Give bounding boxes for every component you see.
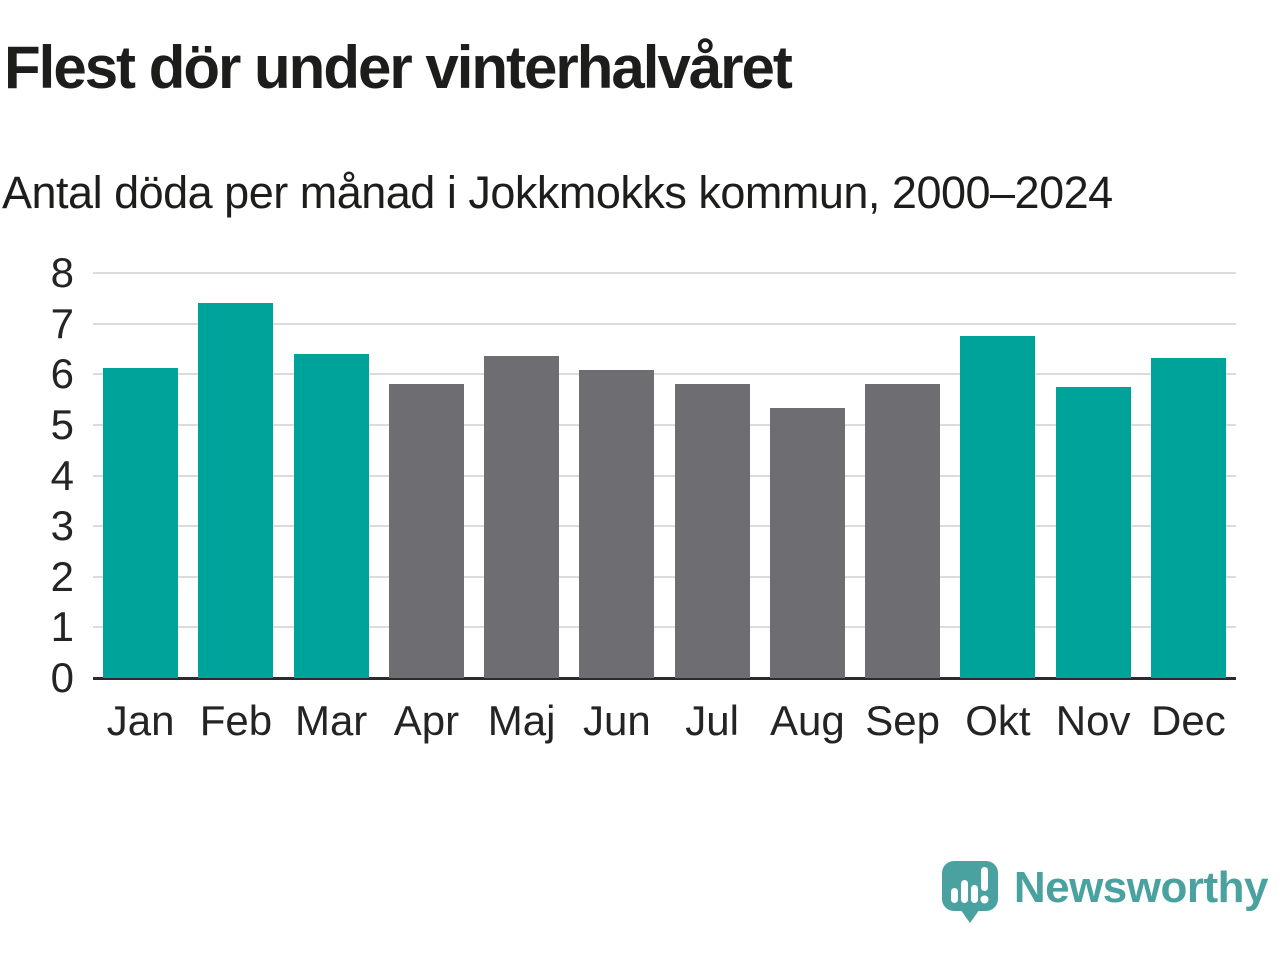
chart-title: Flest dör under vinterhalvåret bbox=[4, 34, 793, 101]
bar-maj bbox=[484, 356, 560, 678]
x-axis-label-jul: Jul bbox=[685, 697, 739, 744]
x-axis-label-nov: Nov bbox=[1055, 697, 1131, 744]
x-axis-label-feb: Feb bbox=[199, 697, 273, 744]
gridline bbox=[93, 575, 1236, 578]
gridline bbox=[93, 373, 1236, 376]
x-axis-label-dec: Dec bbox=[1151, 697, 1226, 744]
gridline bbox=[93, 322, 1236, 325]
x-axis: Jan Feb Mar Apr Maj Jun Jul Aug Sep Okt Nov Dec bbox=[93, 700, 1236, 760]
brand-name: Newsworthy bbox=[1013, 863, 1269, 912]
y-axis-tick-label: 0 bbox=[50, 654, 74, 701]
bar-jan bbox=[103, 368, 179, 678]
x-axis-label-maj: Maj bbox=[487, 697, 556, 744]
x-axis-label-aug: Aug bbox=[770, 697, 845, 744]
bar-mar bbox=[293, 353, 369, 678]
bar-sep bbox=[865, 383, 941, 678]
logo-bubble-shape bbox=[941, 861, 998, 923]
y-axis-tick-label: 1 bbox=[50, 603, 74, 651]
y-axis-tick-label: 2 bbox=[50, 552, 74, 600]
x-axis-label-apr: Apr bbox=[393, 697, 460, 744]
x-axis-label-jun: Jun bbox=[583, 697, 651, 744]
bar-dec bbox=[1150, 357, 1226, 678]
bar-nov bbox=[1055, 386, 1131, 678]
y-axis-tick-label: 5 bbox=[50, 400, 74, 448]
bar-feb bbox=[198, 302, 274, 678]
y-axis-tick-label: 7 bbox=[50, 299, 74, 347]
gridline bbox=[93, 525, 1236, 528]
bar-aug bbox=[769, 408, 845, 678]
x-axis-line bbox=[93, 677, 1236, 680]
gridline bbox=[93, 626, 1236, 629]
bar-jul bbox=[674, 384, 750, 678]
y-axis-tick-label: 4 bbox=[50, 451, 74, 499]
y-axis-tick-label: 3 bbox=[50, 502, 74, 550]
gridline bbox=[93, 423, 1236, 426]
bar-okt bbox=[960, 335, 1036, 678]
y-axis-tick-label: 8 bbox=[50, 249, 74, 296]
x-axis-label-jan: Jan bbox=[106, 697, 175, 744]
x-axis-label-okt: Okt bbox=[965, 697, 1031, 744]
chart-subtitle: Antal döda per månad i Jokkmokks kommun,… bbox=[2, 167, 1113, 218]
x-axis-label-mar: Mar bbox=[294, 697, 368, 744]
plot-area bbox=[93, 272, 1236, 680]
bar-apr bbox=[388, 384, 464, 678]
brand-logo: Newsworthy bbox=[938, 858, 1269, 928]
y-axis-tick-label: 6 bbox=[50, 350, 74, 398]
x-axis-label-sep: Sep bbox=[865, 697, 940, 744]
gridline bbox=[93, 272, 1236, 274]
newsworthy-logo-icon bbox=[941, 861, 998, 923]
gridline bbox=[93, 474, 1236, 477]
bar-jun bbox=[579, 369, 655, 678]
